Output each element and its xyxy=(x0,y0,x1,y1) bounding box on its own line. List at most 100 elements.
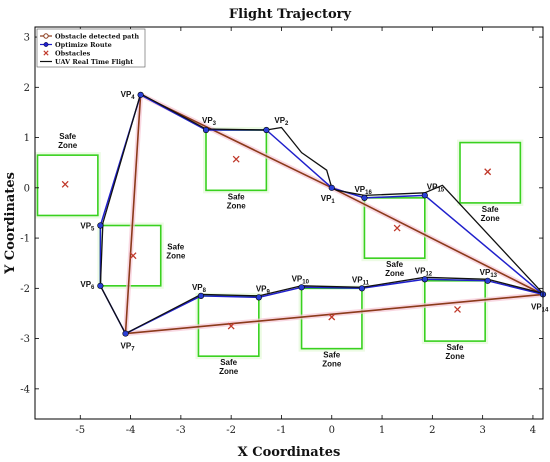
safe-zone-label-line: Safe xyxy=(167,243,184,252)
y-tick-label: 1 xyxy=(24,133,30,144)
safe-zone-label: Safe Zone xyxy=(58,132,78,150)
obstacle-marker xyxy=(232,155,240,163)
waypoint-label-prefix: VP xyxy=(80,222,91,231)
x-tick-label: 3 xyxy=(479,425,485,436)
safe-zone-label: Safe Zone xyxy=(385,260,405,278)
obstacle-marker xyxy=(129,252,137,260)
waypoint-label: VP5 xyxy=(80,222,95,233)
waypoint-label: VP4 xyxy=(121,90,136,101)
legend-entry-label: Obstacle detected path xyxy=(55,32,139,40)
waypoint-label-prefix: VP xyxy=(292,274,303,283)
safe-zone-label: Safe Zone xyxy=(166,243,186,261)
waypoint-marker xyxy=(421,192,428,199)
y-tick-label: 3 xyxy=(24,33,30,44)
waypoint-label-prefix: VP xyxy=(531,302,542,311)
waypoint-marker xyxy=(298,284,305,291)
legend-swatch-obstacle xyxy=(43,50,49,56)
y-axis-title: Y Coordinates xyxy=(3,172,18,275)
safe-zone-label: Safe Zone xyxy=(481,205,501,223)
waypoint-label-prefix: VP xyxy=(202,116,213,125)
safe-zone-label: Safe Zone xyxy=(445,343,465,361)
x-axis-title: X Coordinates xyxy=(238,445,341,460)
safe-zone-label-line: Zone xyxy=(385,269,405,278)
legend-swatch-marker xyxy=(43,42,49,47)
waypoint-marker xyxy=(484,277,491,284)
waypoint-label-index: 1 xyxy=(331,199,335,205)
waypoint-label: VP7 xyxy=(121,342,136,353)
waypoint-label-index: 16 xyxy=(365,190,372,196)
safe-zone xyxy=(459,141,522,204)
obstacle-marker xyxy=(61,180,69,188)
waypoint-label-prefix: VP xyxy=(121,342,132,351)
legend-box xyxy=(36,28,146,68)
waypoint-label-index: 7 xyxy=(131,347,135,353)
safe-zone-label-line: Zone xyxy=(58,141,78,150)
waypoint-label-index: 13 xyxy=(490,273,497,279)
safe-zone-label-line: Zone xyxy=(166,252,186,261)
waypoint-label-prefix: VP xyxy=(427,182,438,191)
x-tick-label: 4 xyxy=(530,425,536,436)
waypoint-marker xyxy=(202,126,210,134)
x-tick-label: -5 xyxy=(75,425,85,436)
waypoint-label: VP3 xyxy=(202,116,217,127)
safe-zone-label-line: Zone xyxy=(481,214,501,223)
waypoint-label-index: 3 xyxy=(213,121,217,127)
waypoint-label-prefix: VP xyxy=(354,185,365,194)
waypoint-label-index: 4 xyxy=(131,95,135,101)
safe-zone-label: Safe Zone xyxy=(219,358,239,376)
waypoint-marker xyxy=(358,285,366,292)
waypoint-label: VP9 xyxy=(256,284,271,295)
series-line-uav-real-time-flight xyxy=(99,93,544,335)
safe-zone-label-line: Safe xyxy=(228,192,245,201)
safe-zone-label-line: Safe xyxy=(482,205,499,214)
safe-zone-label-line: Safe xyxy=(323,351,340,360)
x-tick-label: 1 xyxy=(379,425,385,436)
waypoint-label: VP14 xyxy=(531,302,549,313)
waypoint-label: VP11 xyxy=(352,275,370,286)
waypoint-marker xyxy=(328,184,335,191)
waypoint-label-prefix: VP xyxy=(274,116,285,125)
waypoint-label: VP10 xyxy=(292,274,310,285)
safe-zone xyxy=(205,129,268,192)
safe-zone-label: Safe Zone xyxy=(322,351,342,369)
safe-zone xyxy=(36,154,99,217)
legend-entry-label: Obstacles xyxy=(55,49,91,57)
waypoint-label: VP6 xyxy=(80,280,95,291)
safe-zone-label-line: Safe xyxy=(447,343,464,352)
waypoint-label-prefix: VP xyxy=(121,90,132,99)
x-tick-label: -4 xyxy=(126,425,136,436)
waypoint-marker xyxy=(361,194,368,201)
waypoint-label-prefix: VP xyxy=(192,283,203,292)
safe-zone-label-line: Safe xyxy=(386,260,403,269)
obstacle-marker xyxy=(328,313,336,321)
obstacle-marker xyxy=(454,305,461,313)
y-tick-label: -4 xyxy=(20,384,30,395)
chart-title: Flight Trajectory xyxy=(229,7,352,22)
waypoint-label-prefix: VP xyxy=(415,266,426,275)
waypoint-label-index: 15 xyxy=(437,187,444,193)
legend-entry-label: UAV Real Time Flight xyxy=(55,58,133,66)
waypoint-label-index: 9 xyxy=(266,289,270,295)
waypoint-label: VP1 xyxy=(321,194,336,205)
waypoint-label-index: 8 xyxy=(203,288,207,294)
waypoint-marker xyxy=(255,294,262,301)
y-tick-label: 2 xyxy=(24,83,30,94)
y-tick-label: -3 xyxy=(20,334,30,345)
obstacles-layer xyxy=(61,155,492,330)
x-tick-label: 0 xyxy=(329,425,335,436)
obstacle-marker xyxy=(227,322,235,330)
waypoint-label-prefix: VP xyxy=(480,268,491,277)
waypoint-marker xyxy=(122,330,129,337)
safe-zone-label: Safe Zone xyxy=(227,192,247,210)
waypoint-label-prefix: VP xyxy=(256,284,267,293)
waypoint-label-index: 11 xyxy=(363,280,370,286)
legend-entry-label: Optimize Route xyxy=(55,41,112,49)
y-tick-label: -1 xyxy=(20,234,30,245)
waypoint-label-index: 14 xyxy=(542,307,549,313)
waypoint-marker xyxy=(263,126,270,134)
y-tick-label: -2 xyxy=(20,284,30,295)
waypoint-label: VP15 xyxy=(427,182,445,193)
